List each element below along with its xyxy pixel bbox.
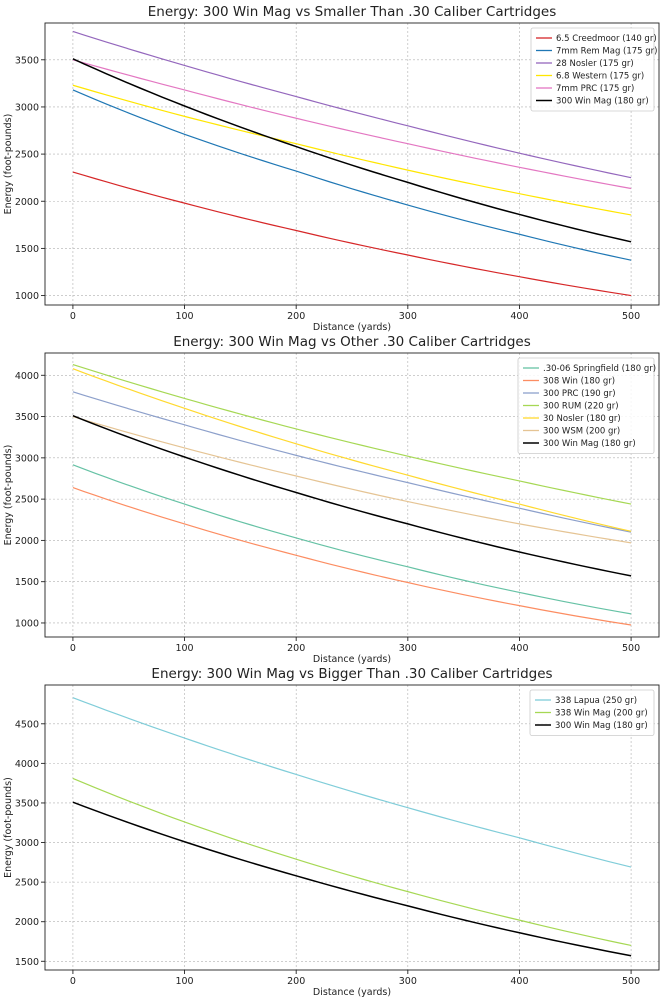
series-line-1 — [72, 171, 632, 297]
y-tick-label: 3000 — [15, 102, 39, 113]
series-line-4 — [72, 84, 632, 216]
series-line-1 — [72, 464, 632, 615]
legend: .30-06 Springfield (180 gr) 308 Win (180 … — [517, 357, 656, 454]
series-line-7 — [72, 415, 632, 577]
x-axis-label: Distance (yards) — [313, 654, 391, 665]
series-line-3 — [72, 30, 632, 179]
legend-label: 30 Nosler (180 gr) — [543, 414, 621, 424]
x-tick-label: 100 — [175, 311, 193, 322]
x-tick-label: 100 — [175, 976, 193, 987]
chart-title: Energy: 300 Win Mag vs Other .30 Caliber… — [173, 334, 531, 350]
legend-label: 308 Win (180 gr) — [543, 377, 615, 387]
series-line-2 — [72, 89, 632, 261]
series-line-6 — [72, 58, 632, 243]
y-axis-label: Energy (foot-pounds) — [3, 777, 14, 878]
legend-label: 338 Win Mag (200 gr) — [555, 709, 648, 719]
series-line-4 — [72, 363, 632, 505]
legend-box — [529, 689, 655, 736]
x-tick-label: 300 — [399, 311, 417, 322]
x-tick-label: 200 — [287, 976, 305, 987]
y-tick-label: 2000 — [15, 917, 39, 928]
legend-label: .30-06 Springfield (180 gr) — [543, 364, 656, 374]
y-tick-label: 4000 — [15, 759, 39, 770]
x-tick-label: 300 — [399, 976, 417, 987]
x-tick-label: 400 — [510, 643, 528, 654]
chart-1: 0 100 200 300 400 500 1000 1500 2000 2500 3000 3500… — [3, 4, 660, 333]
x-tick-label: 100 — [175, 643, 193, 654]
x-tick-label: 400 — [510, 976, 528, 987]
y-tick-label: 3500 — [15, 55, 39, 66]
y-tick-label: 1000 — [15, 618, 39, 629]
legend-label: 300 WSM (200 gr) — [543, 427, 620, 437]
x-tick-label: 0 — [70, 643, 76, 654]
x-tick-label: 200 — [287, 311, 305, 322]
y-tick-label: 2000 — [15, 536, 39, 547]
x-tick-label: 0 — [70, 976, 76, 987]
legend-label: 300 RUM (220 gr) — [543, 402, 619, 412]
y-tick-label: 1500 — [15, 957, 39, 968]
x-tick-label: 400 — [510, 311, 528, 322]
plot-frame — [44, 684, 660, 971]
y-axis-label: Energy (foot-pounds) — [3, 445, 14, 546]
y-tick-label: 3000 — [15, 453, 39, 464]
legend-label: 28 Nosler (175 gr) — [556, 59, 634, 69]
legend-label: 300 Win Mag (180 gr) — [556, 97, 649, 107]
x-tick-label: 300 — [399, 643, 417, 654]
series-line-2 — [72, 777, 632, 947]
y-axis-label: Energy (foot-pounds) — [3, 114, 14, 215]
y-tick-label: 1000 — [15, 291, 39, 302]
chart-title: Energy: 300 Win Mag vs Bigger Than .30 C… — [151, 666, 552, 682]
x-tick-label: 500 — [622, 643, 640, 654]
y-tick-label: 3500 — [15, 798, 39, 809]
legend-box — [530, 27, 655, 112]
legend-label: 6.5 Creedmoor (140 gr) — [556, 34, 657, 44]
legend-label: 300 Win Mag (180 gr) — [555, 721, 648, 731]
y-tick-label: 1500 — [15, 244, 39, 255]
y-tick-label: 2000 — [15, 197, 39, 208]
series-line-6 — [72, 415, 632, 544]
y-tick-label: 2500 — [15, 150, 39, 161]
legend-label: 338 Lapua (250 gr) — [555, 696, 637, 706]
series-line-3 — [72, 801, 632, 957]
y-tick-label: 2500 — [15, 878, 39, 889]
legend: 338 Lapua (250 gr) 338 Win Mag (200 gr) 30… — [529, 689, 655, 736]
x-tick-label: 500 — [622, 311, 640, 322]
y-tick-label: 4000 — [15, 371, 39, 382]
x-axis-label: Distance (yards) — [313, 322, 391, 333]
y-tick-label: 2500 — [15, 495, 39, 506]
x-tick-label: 0 — [70, 311, 76, 322]
y-tick-label: 3500 — [15, 412, 39, 423]
series-line-5 — [72, 59, 632, 190]
x-axis-label: Distance (yards) — [313, 987, 391, 998]
series-line-3 — [72, 391, 632, 533]
legend: 6.5 Creedmoor (140 gr) 7mm Rem Mag (175 g… — [530, 27, 658, 112]
y-tick-label: 1500 — [15, 577, 39, 588]
legend-box — [517, 357, 655, 454]
x-tick-label: 500 — [622, 976, 640, 987]
chart-title: Energy: 300 Win Mag vs Smaller Than .30 … — [148, 4, 557, 20]
plot-frame — [44, 22, 660, 306]
series-line-2 — [72, 487, 632, 626]
legend-label: 300 Win Mag (180 gr) — [543, 439, 636, 449]
legend-label: 6.8 Western (175 gr) — [556, 72, 644, 82]
series-line-5 — [72, 368, 632, 532]
chart-3: 0 100 200 300 400 500 1500 2000 2500 3000 3500 4000… — [3, 666, 660, 998]
x-tick-label: 200 — [287, 643, 305, 654]
legend-label: 7mm PRC (175 gr) — [556, 84, 634, 94]
chart-2: 0 100 200 300 400 500 1000 1500 2000 2500 3000 3500… — [3, 334, 660, 665]
y-tick-label: 4500 — [15, 719, 39, 730]
legend-label: 300 PRC (190 gr) — [543, 389, 616, 399]
y-tick-label: 3000 — [15, 838, 39, 849]
legend-label: 7mm Rem Mag (175 gr) — [556, 47, 658, 57]
series-line-1 — [72, 697, 632, 868]
plot-frame — [44, 352, 660, 638]
